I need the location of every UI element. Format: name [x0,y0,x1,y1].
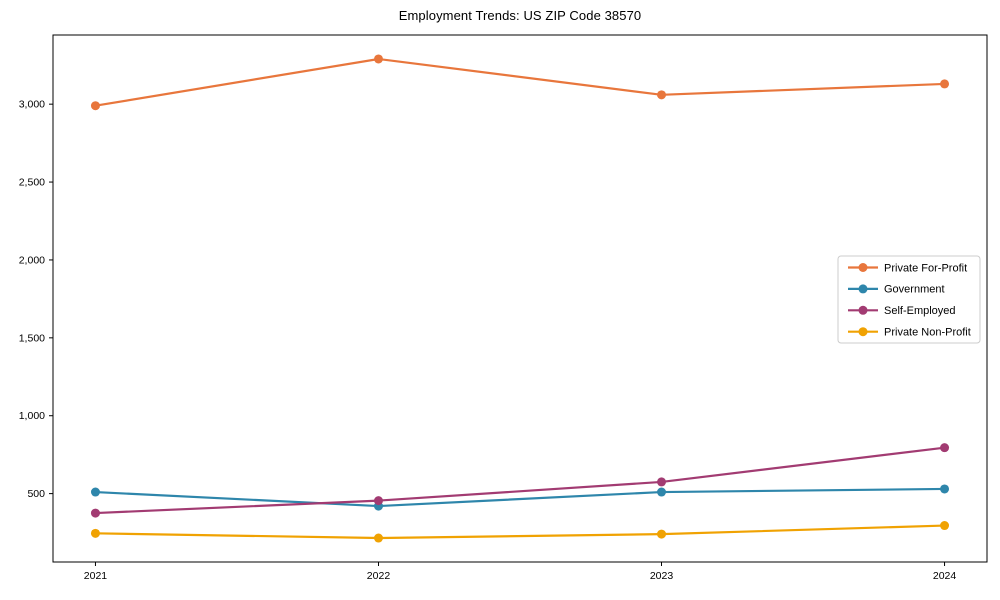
legend-item-government: Government [848,284,945,296]
x-axis-tick-label: 2024 [933,570,957,582]
x-axis-tick-label: 2021 [84,570,108,582]
legend-item-self-employed: Self-Employed [848,305,956,317]
series-line-government [94,487,946,508]
plot-frame [52,34,988,563]
y-axis-tick-label: 1,000 [19,410,45,422]
legend-marker [858,284,868,294]
legend: Private For-Profit Government Self-Employe… [837,255,981,344]
legend-label: Private Non-Profit [884,327,971,339]
y-axis-tick-label: 3,000 [19,99,45,111]
y-axis-tick-label: 1,500 [19,332,45,344]
y-axis-tick-label: 2,000 [19,254,45,266]
chart-title: Employment Trends: US ZIP Code 38570 [398,8,642,23]
series-marker-self-employed [373,496,383,506]
series-marker-government [657,487,667,497]
series-line-private-for-profit [94,57,946,107]
legend-marker [858,327,868,337]
series-marker-private-non-profit [657,529,667,539]
series-marker-private-non-profit [90,528,100,538]
series-marker-private-non-profit [940,521,950,531]
x-axis-tick-label: 2023 [650,570,674,582]
legend-label: Private For-Profit [884,262,967,274]
legend-label: Self-Employed [884,305,956,317]
series-marker-government [940,484,950,494]
y-axis-tick-label: 2,500 [19,177,45,189]
x-axis-tick-label: 2022 [367,570,391,582]
series-marker-private-non-profit [373,533,383,543]
series-marker-private-for-profit [940,79,950,89]
legend-label: Government [884,284,945,296]
series-line-self-employed [94,446,946,515]
legend-marker [858,263,868,272]
series-marker-self-employed [90,508,100,518]
series-marker-private-for-profit [373,54,383,64]
y-axis-tick-label: 500 [27,488,45,500]
legend-box [837,255,981,344]
series-line-private-non-profit [94,524,946,540]
series-marker-private-for-profit [657,90,667,100]
series-marker-private-for-profit [90,101,100,111]
legend-item-private-for-profit: Private For-Profit [848,262,967,274]
legend-item-private-non-profit: Private Non-Profit [848,327,971,339]
series-marker-government [90,487,100,497]
series-marker-self-employed [657,477,667,487]
legend-marker [858,305,868,315]
series-marker-self-employed [940,443,950,453]
